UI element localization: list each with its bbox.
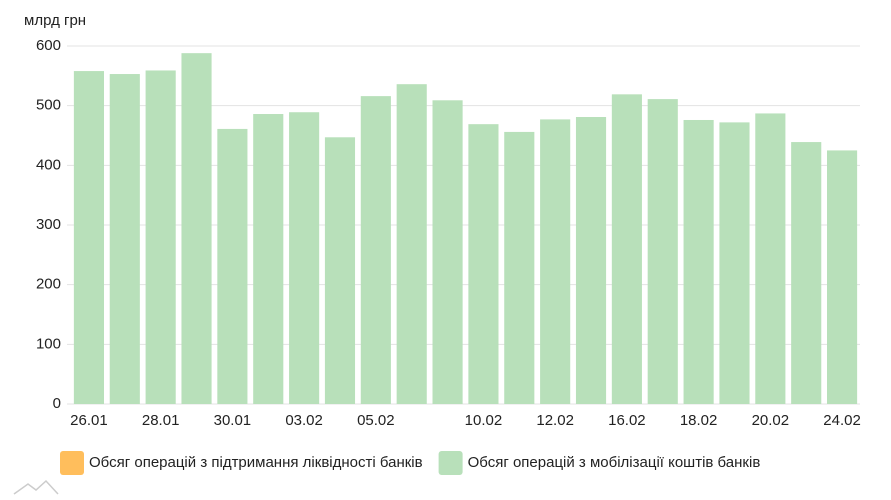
bar bbox=[647, 99, 678, 404]
x-tick-label: 10.02 bbox=[465, 412, 503, 429]
legend-label: Обсяг операцій з мобілізації коштів банк… bbox=[468, 454, 761, 471]
x-tick-label: 30.01 bbox=[214, 412, 252, 429]
y-tick-label: 500 bbox=[36, 97, 61, 114]
legend-swatch bbox=[60, 451, 84, 475]
y-tick-label: 200 bbox=[36, 276, 61, 293]
bar bbox=[611, 94, 642, 404]
bar bbox=[109, 74, 140, 404]
legend-swatch bbox=[438, 451, 463, 475]
x-tick-label: 12.02 bbox=[536, 412, 574, 429]
x-tick-label: 16.02 bbox=[608, 412, 646, 429]
bar bbox=[396, 84, 427, 404]
bar bbox=[181, 53, 212, 404]
bar bbox=[217, 128, 248, 405]
x-tick-label: 28.01 bbox=[142, 412, 180, 429]
y-tick-label: 0 bbox=[53, 395, 61, 412]
x-tick-label: 20.02 bbox=[752, 412, 790, 429]
bar bbox=[575, 117, 607, 405]
x-tick-label: 26.01 bbox=[70, 412, 108, 429]
bar bbox=[683, 119, 714, 404]
y-tick-label: 600 bbox=[36, 37, 61, 54]
y-tick-label: 400 bbox=[36, 156, 61, 173]
y-axis-label: млрд грн bbox=[24, 12, 86, 29]
bar bbox=[719, 122, 750, 404]
y-tick-label: 100 bbox=[36, 335, 61, 352]
bar bbox=[755, 113, 786, 404]
bar bbox=[432, 100, 463, 405]
legend-label: Обсяг операцій з підтримання ліквідності… bbox=[89, 454, 423, 471]
x-tick-label: 05.02 bbox=[357, 412, 395, 429]
y-tick-label: 300 bbox=[36, 216, 61, 233]
bar bbox=[791, 142, 822, 404]
bar bbox=[540, 119, 571, 404]
bar bbox=[504, 131, 535, 405]
x-tick-label: 18.02 bbox=[680, 412, 718, 429]
bar bbox=[360, 96, 391, 405]
logo bbox=[13, 479, 59, 495]
bar bbox=[324, 137, 356, 405]
bar bbox=[289, 112, 320, 404]
bar bbox=[253, 114, 284, 405]
x-tick-label: 24.02 bbox=[823, 412, 861, 429]
x-tick-label: 03.02 bbox=[285, 412, 323, 429]
bar bbox=[145, 70, 176, 405]
bar bbox=[468, 124, 499, 404]
bar bbox=[827, 150, 858, 404]
bar bbox=[73, 71, 104, 404]
